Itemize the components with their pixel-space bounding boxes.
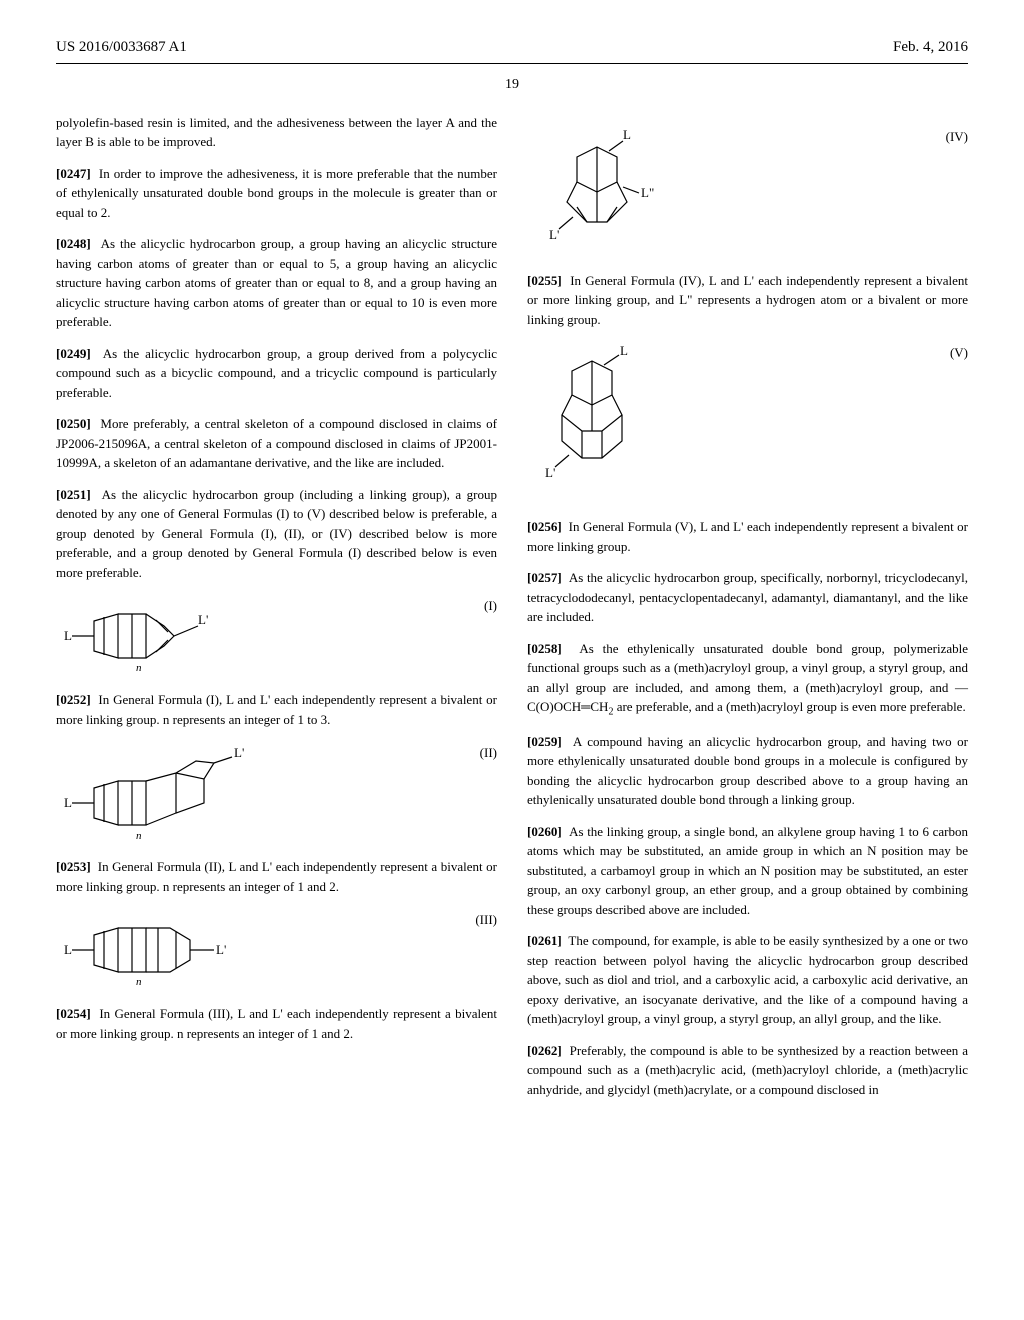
- formula-1-block: (I) L L' n: [56, 596, 497, 676]
- svg-text:L': L': [216, 942, 226, 957]
- paragraph-text-b: are preferable, and a (meth)acryloyl gro…: [613, 699, 965, 714]
- svg-text:L': L': [234, 745, 244, 760]
- paragraph-0248: [0248] As the alicyclic hydrocarbon grou…: [56, 234, 497, 332]
- paragraph-0258: [0258] As the ethylenically unsaturated …: [527, 639, 968, 720]
- paragraph-number: [0250]: [56, 416, 91, 431]
- paragraph-text: In General Formula (V), L and L' each in…: [527, 519, 968, 554]
- svg-text:L": L": [641, 185, 654, 200]
- formula-5-icon: L L': [527, 343, 667, 503]
- formula-2-block: (II) L L' n: [56, 743, 497, 843]
- paragraph-number: [0256]: [527, 519, 562, 534]
- paragraph-text: As the linking group, a single bond, an …: [527, 824, 968, 917]
- paragraph-text: In General Formula (IV), L and L' each i…: [527, 273, 968, 327]
- paragraph-0252: [0252] In General Formula (I), L and L' …: [56, 690, 497, 729]
- paragraph-0250: [0250] More preferably, a central skelet…: [56, 414, 497, 473]
- paragraph-number: [0258]: [527, 641, 562, 656]
- formula-2-icon: L L' n: [56, 743, 276, 843]
- paragraph-text: In order to improve the adhesiveness, it…: [56, 166, 497, 220]
- paragraph-0261: [0261] The compound, for example, is abl…: [527, 931, 968, 1029]
- formula-5-block: (V) L L': [527, 343, 968, 503]
- formula-label: (II): [480, 743, 497, 763]
- formula-3-block: (III) L L' n: [56, 910, 497, 990]
- svg-text:L': L': [549, 227, 559, 242]
- paragraph-number: [0247]: [56, 166, 91, 181]
- paragraph-text: The compound, for example, is able to be…: [527, 933, 968, 1026]
- paragraph-0259: [0259] A compound having an alicyclic hy…: [527, 732, 968, 810]
- paragraph-0251: [0251] As the alicyclic hydrocarbon grou…: [56, 485, 497, 583]
- paragraph-text: In General Formula (III), L and L' each …: [56, 1006, 497, 1041]
- formula-1-icon: L L' n: [56, 596, 256, 676]
- formula-4-icon: L L" L': [527, 127, 677, 257]
- paragraph-number: [0253]: [56, 859, 91, 874]
- paragraph-number: [0255]: [527, 273, 562, 288]
- svg-text:L': L': [198, 612, 208, 627]
- paragraph-number: [0254]: [56, 1006, 91, 1021]
- paragraph-text: As the alicyclic hydrocarbon group (incl…: [56, 487, 497, 580]
- svg-text:L: L: [64, 795, 72, 810]
- svg-text:L': L': [545, 465, 555, 480]
- right-column: (IV) L L" L' [0255] In Gene: [527, 113, 968, 1112]
- paragraph-0254: [0254] In General Formula (III), L and L…: [56, 1004, 497, 1043]
- paragraph-number: [0249]: [56, 346, 91, 361]
- paragraph-text: As the alicyclic hydrocarbon group, a gr…: [56, 236, 497, 329]
- formula-4-block: (IV) L L" L': [527, 127, 968, 257]
- svg-text:L: L: [623, 127, 631, 142]
- formula-label: (I): [484, 596, 497, 616]
- svg-text:n: n: [136, 662, 142, 674]
- page-header: US 2016/0033687 A1 Feb. 4, 2016: [56, 36, 968, 59]
- paragraph-0256: [0256] In General Formula (V), L and L' …: [527, 517, 968, 556]
- paragraph-number: [0261]: [527, 933, 562, 948]
- paragraph-number: [0248]: [56, 236, 91, 251]
- paragraph-number: [0252]: [56, 692, 91, 707]
- svg-text:L: L: [620, 343, 628, 358]
- paragraph-0253: [0253] In General Formula (II), L and L'…: [56, 857, 497, 896]
- svg-text:n: n: [136, 830, 142, 842]
- svg-text:n: n: [136, 976, 142, 988]
- paragraph-text: As the alicyclic hydrocarbon group, spec…: [527, 570, 968, 624]
- formula-label: (V): [950, 343, 968, 363]
- patent-date: Feb. 4, 2016: [893, 36, 968, 59]
- left-column: polyolefin-based resin is limited, and t…: [56, 113, 497, 1112]
- patent-number: US 2016/0033687 A1: [56, 36, 187, 59]
- paragraph-text: Preferably, the compound is able to be s…: [527, 1043, 968, 1097]
- svg-text:L: L: [64, 942, 72, 957]
- svg-text:L: L: [64, 628, 72, 643]
- paragraph-0247: [0247] In order to improve the adhesiven…: [56, 164, 497, 223]
- formula-label: (III): [475, 910, 497, 930]
- paragraph-text: In General Formula (II), L and L' each i…: [56, 859, 497, 894]
- paragraph-0257: [0257] As the alicyclic hydrocarbon grou…: [527, 568, 968, 627]
- paragraph-text: A compound having an alicyclic hydrocarb…: [527, 734, 968, 808]
- content-columns: polyolefin-based resin is limited, and t…: [56, 113, 968, 1112]
- paragraph-intro: polyolefin-based resin is limited, and t…: [56, 113, 497, 152]
- paragraph-0255: [0255] In General Formula (IV), L and L'…: [527, 271, 968, 330]
- page-number: 19: [56, 74, 968, 95]
- formula-label: (IV): [946, 127, 968, 147]
- paragraph-0262: [0262] Preferably, the compound is able …: [527, 1041, 968, 1100]
- paragraph-number: [0260]: [527, 824, 562, 839]
- formula-3-icon: L L' n: [56, 910, 276, 990]
- header-divider: [56, 63, 968, 64]
- paragraph-number: [0251]: [56, 487, 91, 502]
- paragraph-text: In General Formula (I), L and L' each in…: [56, 692, 497, 727]
- paragraph-text: As the alicyclic hydrocarbon group, a gr…: [56, 346, 497, 400]
- paragraph-text: More preferably, a central skeleton of a…: [56, 416, 497, 470]
- paragraph-number: [0257]: [527, 570, 562, 585]
- paragraph-number: [0262]: [527, 1043, 562, 1058]
- paragraph-number: [0259]: [527, 734, 562, 749]
- paragraph-0249: [0249] As the alicyclic hydrocarbon grou…: [56, 344, 497, 403]
- paragraph-0260: [0260] As the linking group, a single bo…: [527, 822, 968, 920]
